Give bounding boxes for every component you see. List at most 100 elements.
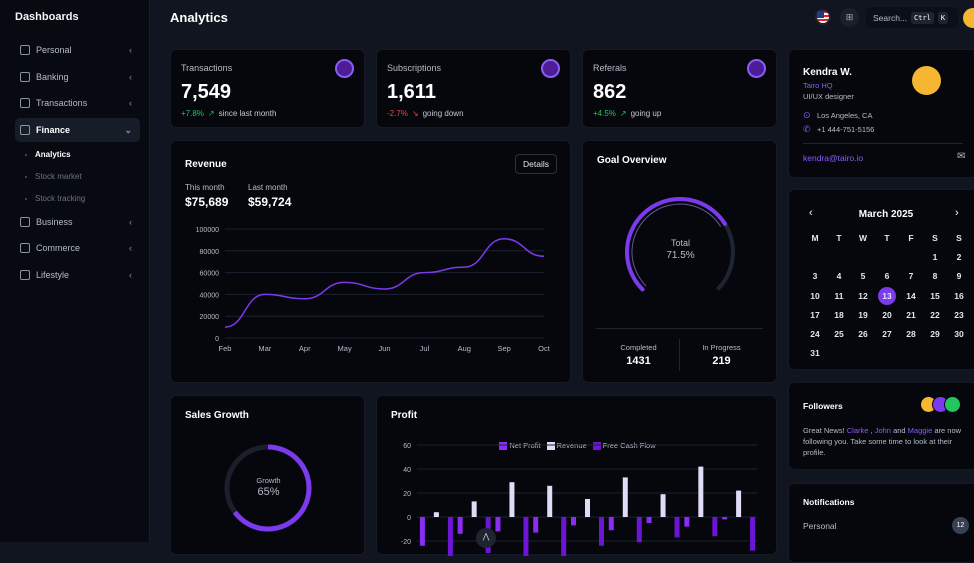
search-placeholder: Search... (873, 12, 908, 23)
calendar-day[interactable]: 7 (908, 271, 914, 282)
floating-logo-icon[interactable]: ⋀ (476, 528, 496, 548)
sidebar-item-transactions[interactable]: Transactions ‹ (15, 91, 140, 115)
follower-link-john[interactable]: John (874, 426, 891, 435)
sidebar-item-business[interactable]: Business ‹ (15, 210, 140, 234)
calendar-day[interactable]: 10 (810, 290, 820, 301)
calendar-day[interactable]: 31 (810, 348, 820, 359)
y-tick-label: 40 (403, 467, 411, 474)
chevron-left-icon: ‹ (129, 98, 132, 108)
search-input[interactable]: Search... Ctrl K (866, 7, 958, 28)
user-avatar[interactable] (963, 8, 974, 28)
change-percent: +7.8% (181, 109, 204, 118)
kbd-ctrl: Ctrl (911, 11, 934, 24)
calendar-day[interactable]: 3 (812, 271, 818, 282)
change-note: going up (630, 109, 662, 118)
sales-growth-card: Sales Growth Growth 65% (170, 395, 365, 555)
calendar-day[interactable]: 4 (836, 271, 842, 282)
trend-down-icon: ↘ (411, 109, 419, 118)
calendar-day[interactable]: 2 (956, 251, 962, 262)
sidebar-item-finance[interactable]: Finance ⌄ (15, 118, 140, 142)
gauge-inner (631, 203, 722, 287)
calendar-day[interactable]: 15 (930, 290, 940, 301)
stat-change: +4.5% ↗ going up (593, 109, 661, 118)
calendar-day[interactable]: 21 (906, 309, 916, 320)
calendar-day[interactable]: 11 (834, 290, 844, 301)
calendar-day[interactable]: 16 (954, 290, 964, 301)
this-month-label: This month (185, 183, 225, 192)
apps-grid-icon[interactable]: ⊞ (840, 8, 859, 27)
calendar-day[interactable]: 19 (858, 309, 868, 320)
sidebar-item-commerce[interactable]: Commerce ‹ (15, 236, 140, 260)
stat-value: 862 (593, 81, 627, 103)
prev-month-icon[interactable]: ‹ (809, 207, 813, 219)
y-tick-label: 100000 (196, 227, 219, 234)
bar-revenue (547, 485, 553, 517)
calendar-day[interactable]: 6 (884, 271, 890, 282)
x-tick-label: Oct (538, 344, 551, 353)
calendar-day[interactable]: 27 (882, 329, 892, 340)
sidebar-item-personal[interactable]: Personal ‹ (15, 38, 140, 62)
sidebar-item-banking[interactable]: Banking ‹ (15, 65, 140, 89)
follower-link-clarke[interactable]: Clarke (846, 426, 869, 435)
bar-revenue (509, 482, 515, 517)
calendar-day[interactable]: 22 (930, 309, 940, 320)
next-month-icon[interactable]: › (955, 207, 959, 219)
mail-icon[interactable]: ✉ (957, 151, 966, 162)
change-percent: +4.5% (593, 109, 616, 118)
stat-icon (335, 59, 354, 78)
notifications-title: Notifications (803, 497, 855, 507)
calendar-day[interactable]: 8 (932, 271, 938, 282)
follower-link-maggie[interactable]: Maggie (907, 426, 933, 435)
calendar-day[interactable]: 18 (834, 309, 844, 320)
calendar-day-selected[interactable]: 13 (878, 286, 896, 305)
notification-item-personal[interactable]: Personal (803, 521, 837, 531)
calendar-month: March 2025 (858, 209, 914, 220)
calendar-day[interactable]: 29 (930, 329, 940, 340)
calendar-day[interactable]: 5 (860, 271, 866, 282)
profile-email-link[interactable]: kendra@tairo.io (803, 153, 864, 163)
stat-change: +7.8% ↗ since last month (181, 109, 276, 118)
msg-text: are now following you. Take some time to… (803, 426, 962, 457)
calendar-day[interactable]: 30 (954, 329, 964, 340)
cube-icon (20, 45, 30, 55)
goal-percent: 71.5% (666, 250, 695, 261)
sidebar-subitem-analytics[interactable]: Analytics (25, 150, 71, 159)
change-note: since last month (218, 109, 277, 118)
sidebar-item-label: Commerce (36, 243, 81, 253)
calendar-day[interactable]: 12 (858, 290, 868, 301)
profile-company[interactable]: Tairo HQ (803, 81, 833, 90)
y-tick-label: 40000 (200, 292, 220, 299)
stat-icon (747, 59, 766, 78)
details-button[interactable]: Details (515, 154, 557, 174)
calendar-day[interactable]: 20 (882, 309, 892, 320)
flag-us-icon[interactable] (815, 9, 831, 25)
bar-net-profit (646, 517, 652, 523)
y-tick-label: 20000 (200, 314, 220, 321)
calendar-day[interactable]: 1 (932, 251, 938, 262)
x-tick-label: Feb (219, 344, 232, 353)
bar-revenue (433, 512, 439, 517)
calendar-day[interactable]: 25 (834, 329, 844, 340)
change-note: going down (422, 109, 464, 118)
y-tick-label: 60 (403, 443, 411, 450)
chevron-down-icon: ⌄ (124, 124, 132, 135)
sidebar-subitem-stock-tracking[interactable]: Stock tracking (25, 194, 85, 203)
bar-revenue (622, 477, 628, 517)
chart-icon (20, 125, 30, 135)
sidebar-item-label: Finance (36, 125, 71, 135)
bar-revenue (660, 494, 666, 517)
calendar-day[interactable]: 14 (906, 290, 916, 301)
sidebar-title: Dashboards (15, 11, 79, 23)
stat-label: Transactions (181, 63, 233, 73)
sidebar-subitem-stock-market[interactable]: Stock market (25, 172, 82, 181)
calendar-day[interactable]: 17 (810, 309, 820, 320)
calendar-day[interactable]: 23 (954, 309, 964, 320)
sidebar-item-lifestyle[interactable]: Lifestyle ‹ (15, 263, 140, 287)
calendar-day[interactable]: 28 (906, 329, 916, 340)
trend-up-icon: ↗ (207, 109, 215, 118)
gauge-fill (625, 197, 727, 292)
calendar-day[interactable]: 26 (858, 329, 868, 340)
goal-gauge (625, 197, 735, 292)
calendar-day[interactable]: 24 (810, 329, 820, 340)
calendar-day[interactable]: 9 (956, 271, 962, 282)
